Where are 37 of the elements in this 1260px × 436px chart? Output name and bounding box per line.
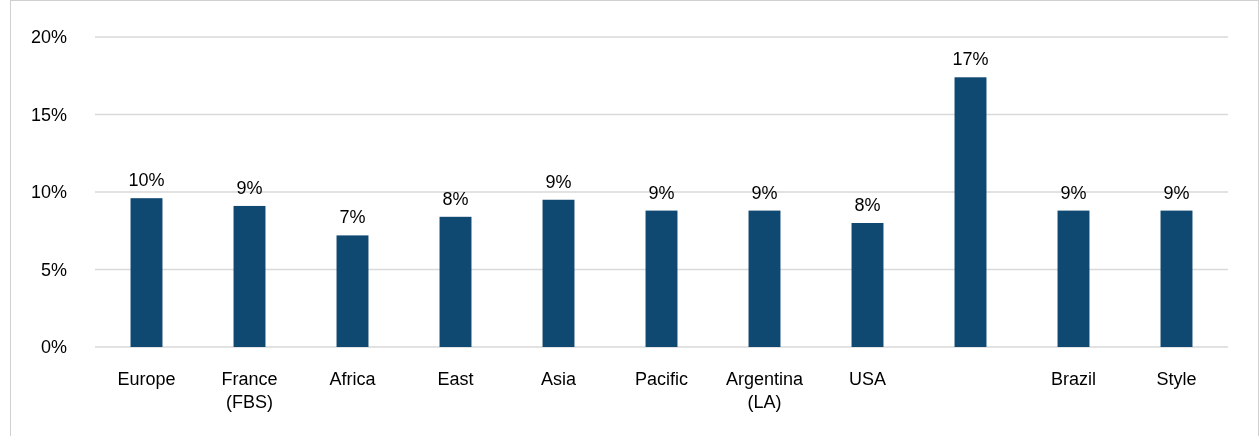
data-label: 8% bbox=[854, 195, 881, 215]
data-label: 17% bbox=[952, 49, 989, 70]
x-tick-label: Style bbox=[1156, 369, 1197, 389]
x-tick-label: Africa bbox=[329, 369, 377, 389]
y-tick-label: 20% bbox=[30, 27, 67, 48]
bar bbox=[542, 199, 575, 347]
bar bbox=[233, 205, 266, 347]
x-tick-label: Pacific bbox=[634, 369, 689, 389]
y-tick-label: 10% bbox=[30, 182, 67, 203]
data-label: 9% bbox=[545, 171, 572, 192]
x-tick-label: Argentina (LA) bbox=[725, 369, 805, 412]
bar bbox=[336, 235, 369, 347]
bar bbox=[851, 223, 884, 347]
data-label: 9% bbox=[1060, 182, 1087, 203]
bar bbox=[130, 198, 163, 347]
x-tick-label: Asia bbox=[540, 369, 577, 389]
x-tick-label: East bbox=[437, 369, 474, 389]
bar bbox=[1057, 210, 1090, 347]
data-label: 9% bbox=[648, 182, 675, 203]
bar bbox=[748, 210, 781, 347]
data-label: 10% bbox=[128, 170, 165, 191]
x-tick-label: Europe bbox=[117, 369, 176, 389]
data-label: 7% bbox=[339, 207, 366, 228]
y-tick-label: 0% bbox=[40, 337, 67, 358]
data-label: 9% bbox=[236, 177, 263, 198]
data-label: 8% bbox=[442, 188, 469, 209]
bar bbox=[439, 216, 472, 347]
data-label: 9% bbox=[751, 182, 778, 203]
x-tick-label: Brazil bbox=[1050, 369, 1097, 389]
bar bbox=[954, 77, 987, 347]
bar bbox=[1160, 210, 1193, 347]
x-tick-label: France (FBS) bbox=[221, 369, 278, 412]
y-tick-label: 15% bbox=[30, 104, 67, 125]
bar bbox=[645, 210, 678, 347]
x-tick-label: USA bbox=[848, 369, 887, 389]
y-tick-label: 5% bbox=[40, 259, 67, 280]
data-label: 9% bbox=[1163, 182, 1190, 203]
